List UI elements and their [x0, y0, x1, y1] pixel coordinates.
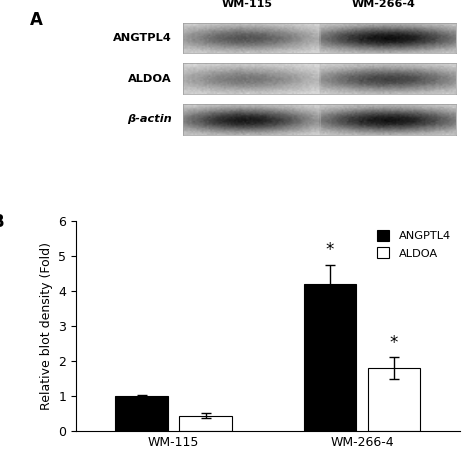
Text: β-actin: β-actin [127, 114, 172, 124]
Bar [115, 396, 168, 431]
Bar [367, 368, 420, 431]
Text: ALDOA: ALDOA [128, 74, 172, 84]
Y-axis label: Relative blot density (Fold): Relative blot density (Fold) [39, 242, 53, 410]
Text: *: * [390, 334, 398, 352]
Bar [303, 284, 356, 431]
Text: A: A [30, 11, 43, 29]
Text: WM-115: WM-115 [222, 0, 273, 9]
Text: ANGTPL4: ANGTPL4 [113, 33, 172, 43]
Legend: ANGPTL4, ALDOA: ANGPTL4, ALDOA [374, 227, 454, 262]
Bar [179, 416, 232, 431]
Text: WM-266-4: WM-266-4 [352, 0, 416, 9]
Text: *: * [326, 240, 334, 258]
Text: B: B [0, 213, 4, 231]
